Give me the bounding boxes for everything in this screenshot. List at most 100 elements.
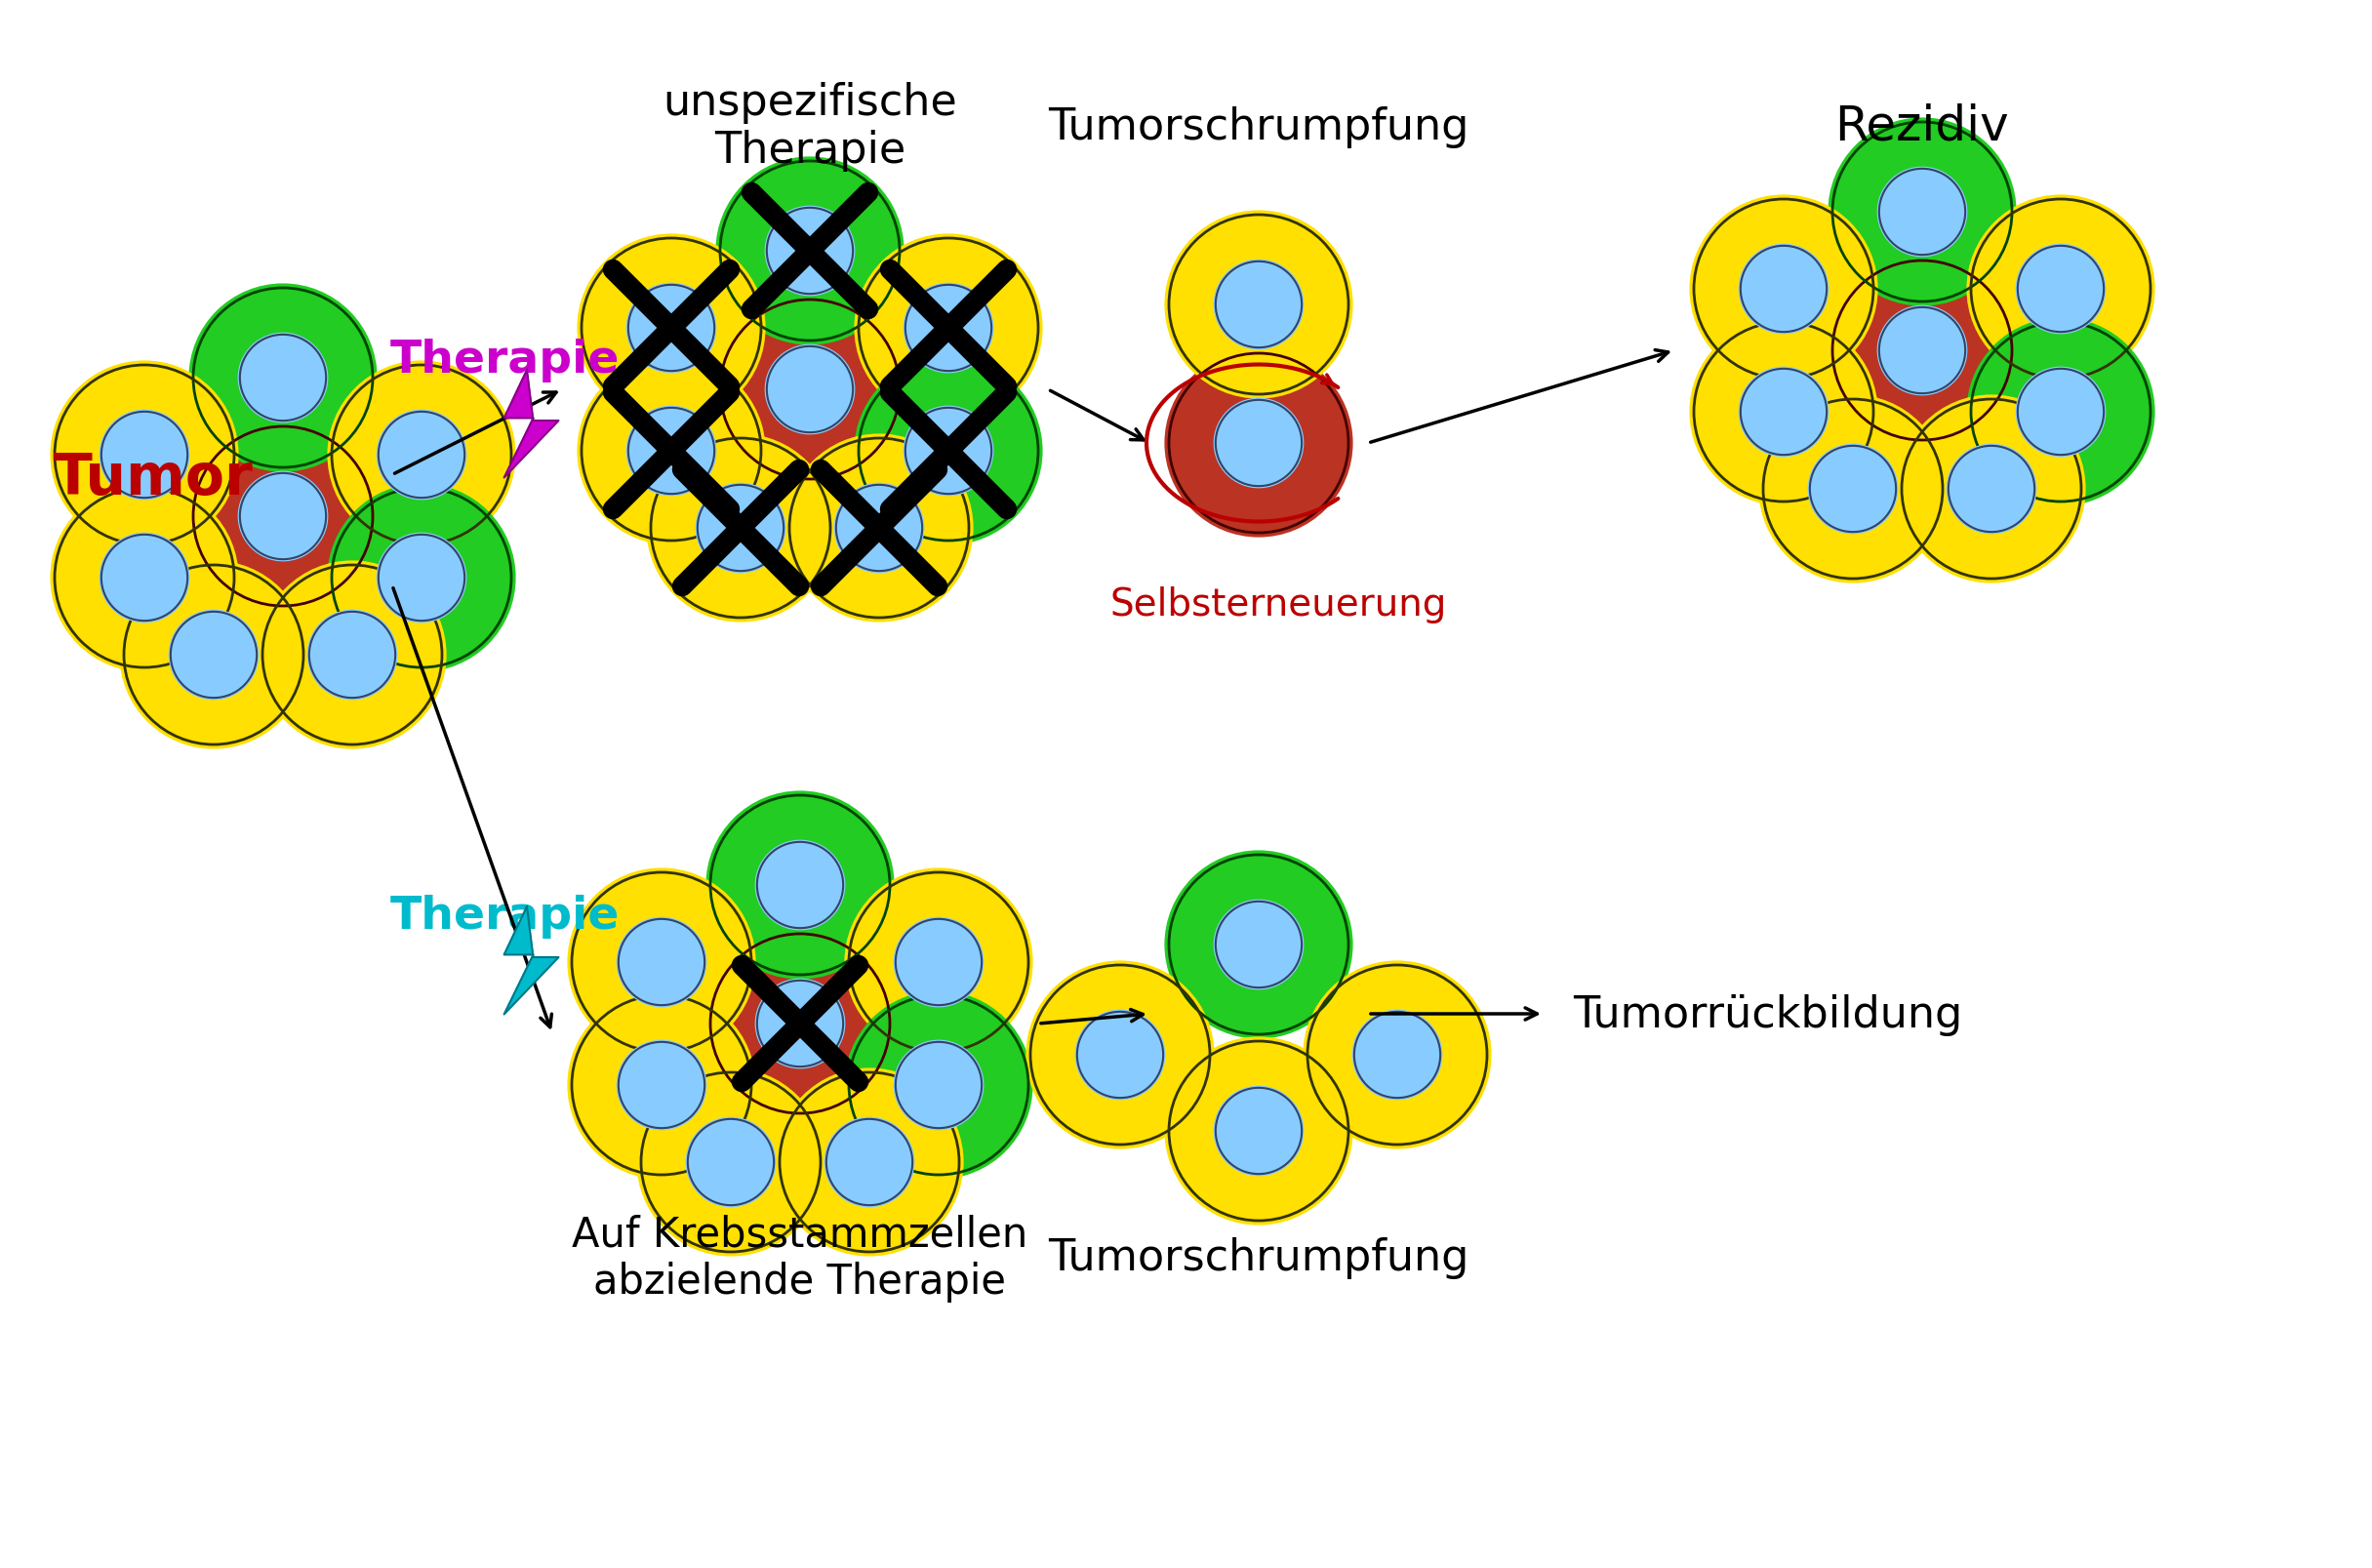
Ellipse shape — [932, 309, 980, 356]
Ellipse shape — [1995, 489, 2011, 505]
Ellipse shape — [946, 967, 970, 991]
Ellipse shape — [771, 351, 852, 431]
Ellipse shape — [235, 467, 349, 582]
Ellipse shape — [2030, 379, 2099, 448]
Ellipse shape — [671, 325, 709, 364]
Ellipse shape — [795, 1087, 954, 1245]
Ellipse shape — [818, 395, 842, 419]
Ellipse shape — [854, 1000, 1027, 1173]
Ellipse shape — [1945, 444, 2038, 535]
Ellipse shape — [892, 1036, 1006, 1149]
Ellipse shape — [391, 546, 460, 615]
Ellipse shape — [655, 433, 702, 480]
Ellipse shape — [740, 524, 778, 563]
Ellipse shape — [1262, 946, 1279, 960]
Ellipse shape — [1184, 229, 1343, 387]
Ellipse shape — [920, 298, 1003, 381]
Ellipse shape — [944, 445, 970, 470]
Ellipse shape — [735, 314, 892, 472]
Ellipse shape — [935, 1079, 961, 1105]
Ellipse shape — [1212, 895, 1326, 1010]
Ellipse shape — [659, 1079, 683, 1105]
Ellipse shape — [384, 538, 482, 637]
Ellipse shape — [823, 470, 951, 599]
Ellipse shape — [742, 966, 873, 1094]
Ellipse shape — [1829, 464, 1886, 522]
Ellipse shape — [823, 1116, 916, 1207]
Ellipse shape — [107, 417, 185, 497]
Ellipse shape — [420, 574, 460, 613]
Ellipse shape — [100, 411, 190, 500]
Ellipse shape — [664, 1085, 681, 1101]
Ellipse shape — [716, 157, 904, 347]
Ellipse shape — [795, 444, 968, 616]
Ellipse shape — [942, 963, 958, 977]
Ellipse shape — [726, 304, 899, 478]
Ellipse shape — [213, 651, 251, 690]
Ellipse shape — [1855, 146, 2000, 289]
Ellipse shape — [1248, 292, 1302, 345]
Ellipse shape — [809, 386, 849, 425]
Ellipse shape — [1874, 301, 1988, 416]
Ellipse shape — [206, 441, 365, 599]
Ellipse shape — [1883, 174, 1964, 254]
Ellipse shape — [901, 924, 980, 1004]
Ellipse shape — [142, 448, 166, 475]
Ellipse shape — [771, 213, 852, 293]
Ellipse shape — [937, 958, 977, 997]
Ellipse shape — [863, 886, 1022, 1044]
Text: Therapie: Therapie — [391, 895, 619, 939]
Ellipse shape — [128, 558, 176, 607]
Ellipse shape — [50, 361, 240, 549]
Ellipse shape — [859, 1149, 897, 1185]
Ellipse shape — [1248, 292, 1286, 329]
Ellipse shape — [100, 533, 190, 624]
Ellipse shape — [403, 555, 472, 624]
Ellipse shape — [638, 936, 695, 994]
Ellipse shape — [1985, 213, 2144, 372]
Ellipse shape — [733, 956, 878, 1101]
Ellipse shape — [1238, 1109, 1307, 1178]
Ellipse shape — [920, 941, 989, 1008]
Ellipse shape — [859, 506, 927, 575]
Ellipse shape — [681, 456, 704, 480]
Ellipse shape — [185, 624, 268, 707]
Ellipse shape — [2033, 259, 2116, 342]
Ellipse shape — [135, 564, 187, 619]
Ellipse shape — [844, 991, 1032, 1179]
Ellipse shape — [939, 315, 975, 353]
Ellipse shape — [1988, 483, 2014, 510]
Ellipse shape — [847, 495, 918, 564]
Ellipse shape — [854, 503, 913, 561]
Ellipse shape — [197, 293, 372, 467]
Ellipse shape — [1883, 312, 1964, 392]
Ellipse shape — [1793, 417, 1817, 441]
Ellipse shape — [351, 651, 391, 690]
Ellipse shape — [733, 818, 878, 961]
Ellipse shape — [693, 480, 806, 593]
Ellipse shape — [88, 397, 216, 525]
Ellipse shape — [1193, 238, 1335, 381]
Ellipse shape — [361, 660, 384, 684]
Ellipse shape — [617, 1040, 707, 1131]
Ellipse shape — [949, 447, 987, 486]
Ellipse shape — [342, 643, 380, 679]
Ellipse shape — [1902, 190, 1971, 259]
Ellipse shape — [927, 950, 965, 986]
Ellipse shape — [1174, 220, 1347, 394]
Ellipse shape — [1917, 414, 2076, 572]
Ellipse shape — [78, 511, 223, 654]
Ellipse shape — [296, 597, 425, 726]
Ellipse shape — [225, 320, 356, 448]
Ellipse shape — [780, 220, 866, 304]
Text: Rezidiv: Rezidiv — [1836, 103, 2009, 151]
Ellipse shape — [671, 447, 709, 486]
Ellipse shape — [1815, 448, 1914, 547]
Ellipse shape — [752, 332, 882, 461]
Ellipse shape — [776, 1068, 963, 1256]
Ellipse shape — [586, 367, 759, 539]
Ellipse shape — [683, 1113, 797, 1226]
Ellipse shape — [356, 389, 498, 532]
Ellipse shape — [1834, 467, 1902, 536]
Ellipse shape — [844, 1137, 904, 1195]
